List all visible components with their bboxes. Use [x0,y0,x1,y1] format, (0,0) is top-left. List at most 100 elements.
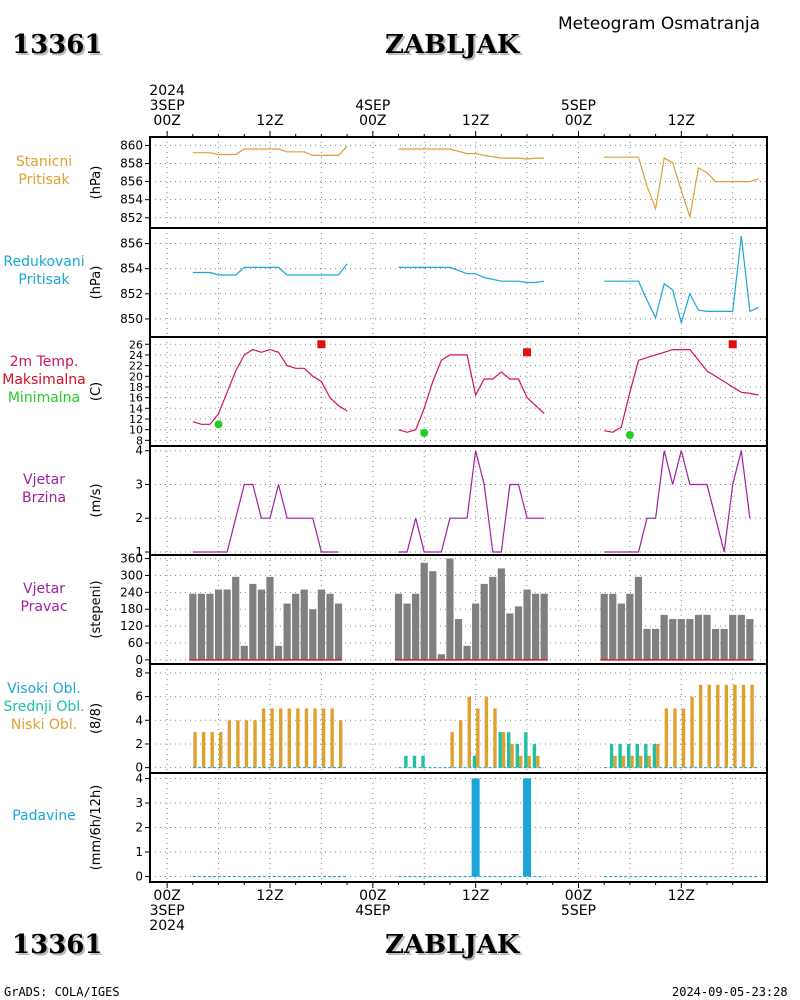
panel-frame [149,772,768,883]
station-name-bottom: ZABLJAK [385,930,520,960]
y-tick-label: 22 [129,360,143,373]
wind-direction-bar [412,593,420,660]
generated-timestamp: 2024-09-05-23:28 [672,985,788,999]
time-label-bottom: 4SEP [355,903,391,919]
wind-direction-bar [634,576,643,660]
station-id-top: 13361 [12,30,103,60]
low-cloud-bar [330,708,334,768]
time-label-bottom: 12Z [256,888,284,904]
low-cloud-bar [459,720,463,768]
min-temp-marker [214,420,223,429]
time-label-bottom: 3SEP [149,903,185,919]
y-tick-label: 852 [120,211,143,225]
station-id-bottom: 13361 [12,930,103,960]
wind-direction-bar [326,593,334,660]
time-label-top: 00Z [359,113,387,129]
unit-label: (hPa) [89,266,104,300]
y-tick-label: 4 [135,771,143,785]
y-tick-label: 300 [120,568,143,582]
low-cloud-bar [253,720,257,768]
y-tick-label: 240 [120,585,143,599]
wind-direction-bar [746,619,754,660]
wind-direction-bar [223,589,231,660]
wind-direction-bar [703,614,711,660]
low-cloud-bar [681,708,686,768]
time-label-top: 00Z [153,113,181,129]
wind-direction-bar [677,619,685,660]
low-cloud-bar [673,708,677,768]
low-cloud-bar [484,696,489,768]
wind-direction-bar [737,614,745,660]
low-cloud-bar [638,755,643,768]
max-temp-marker [317,340,326,349]
wind-direction-bar [480,583,488,660]
panel-label: Redukovani [3,253,85,270]
time-label-bottom: 2024 [149,918,185,934]
wind-direction-bar [669,619,677,660]
low-cloud-bar [518,755,523,768]
panel-label: Srednji Obl. [3,698,85,715]
precipitation-bar [523,778,532,877]
time-label-top: 4SEP [355,98,391,114]
panel-label: Niski Obl. [10,716,78,733]
wind-direction-bar [497,568,505,660]
low-cloud-bar [236,720,240,768]
low-cloud-bar [527,755,531,768]
wind-direction-bar [686,619,694,660]
wind-direction-bar [232,576,240,660]
panel-frame [149,227,768,338]
y-tick-label: 4 [135,713,143,727]
low-cloud-bar [244,720,249,768]
y-tick-label: 854 [120,193,143,207]
low-cloud-bar [287,708,292,768]
y-tick-label: 860 [120,138,143,152]
y-tick-label: 856 [120,175,143,189]
low-cloud-bar [261,708,266,768]
wind-direction-bar [651,628,660,660]
low-cloud-bar [219,732,223,768]
low-cloud-bar [741,684,746,768]
low-cloud-bar [193,732,197,768]
precipitation-bar [471,778,480,877]
wind-direction-bar [711,628,720,660]
low-cloud-bar [313,708,317,768]
time-label-bottom: 5SEP [560,903,597,919]
y-tick-label: 0 [135,653,143,667]
mid-cloud-bar [652,743,657,768]
reduced-pressure-line [398,266,545,284]
panel-label: Visoki Obl. [7,680,81,697]
wind-direction-bar [643,628,651,660]
max-temp-marker [523,348,532,357]
reduced-pressure-line [192,263,348,276]
low-cloud-bar [621,755,626,768]
wind-direction-bar [292,593,300,660]
wind-speed-line [604,450,751,553]
wind-direction-bar [694,614,703,660]
wind-direction-bar [197,593,206,660]
time-label-top: 2024 [149,83,185,99]
wind-direction-bar [489,576,497,660]
y-tick-label: 856 [120,237,143,251]
panel-label: Vjetar [23,580,65,597]
wind-direction-bar [334,603,343,660]
low-cloud-bar [476,708,480,768]
mid-cloud-bar [515,743,519,768]
wind-direction-bar [189,593,197,660]
wind-direction-bar [729,614,737,660]
y-tick-label: 60 [128,636,143,650]
low-cloud-bar [733,684,737,768]
panel-label: Stanicni [15,153,73,170]
wind-speed-line [192,483,339,553]
mid-cloud-bar [472,755,477,768]
unit-label: (C) [89,382,104,401]
y-tick-label: 854 [120,262,143,276]
y-tick-label: 180 [120,602,143,616]
time-label-top: 5SEP [560,98,597,114]
min-temp-marker [625,430,634,439]
mid-cloud-bar [609,743,614,768]
y-tick-label: 16 [129,392,143,405]
panel-label: Maksimalna [2,371,86,388]
y-tick-label: 2 [135,821,143,835]
wind-direction-bar [300,589,308,660]
low-cloud-bar [510,743,514,768]
